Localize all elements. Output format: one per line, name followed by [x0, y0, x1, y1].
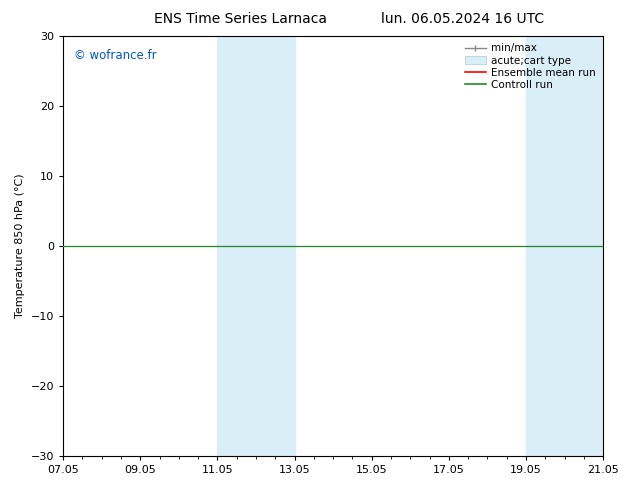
Text: © wofrance.fr: © wofrance.fr [74, 49, 157, 62]
Text: lun. 06.05.2024 16 UTC: lun. 06.05.2024 16 UTC [381, 12, 545, 26]
Bar [526, 36, 603, 456]
Y-axis label: Temperature 850 hPa (°C): Temperature 850 hPa (°C) [15, 174, 25, 318]
Text: ENS Time Series Larnaca: ENS Time Series Larnaca [155, 12, 327, 26]
Legend: min/max, acute;cart type, Ensemble mean run, Controll run: min/max, acute;cart type, Ensemble mean … [463, 41, 598, 92]
Bar [217, 36, 295, 456]
